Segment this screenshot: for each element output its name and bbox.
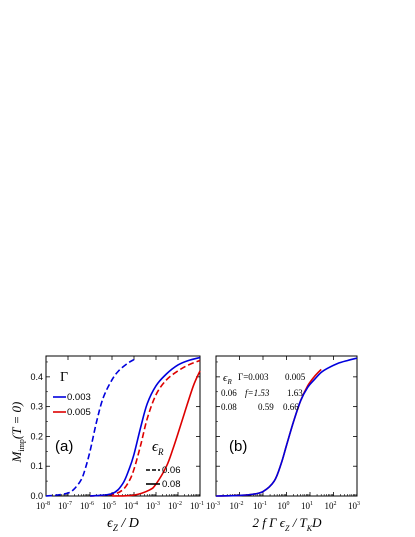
panel-b-label: (b) (229, 438, 247, 455)
x-tick-base: 10 (190, 501, 200, 511)
x-tick-exponent: -3 (215, 501, 220, 507)
x-tick-label: 10-5 (102, 501, 116, 511)
x-tick-base: 10 (146, 501, 156, 511)
parameter-table: ϵR Γ=0.003 0.005 0.06 f=1.53 1.63 0.08 0… (221, 372, 306, 412)
x-tick-base: 10 (168, 501, 178, 511)
xb-label-sub2: K (306, 524, 313, 533)
y-tick-label: 0.0 (30, 491, 43, 501)
x-tick-label: 10-3 (146, 501, 160, 511)
panel-a: 10-8 10-7 10-6 10-5 10-4 10-3 10-2 10-1 0.00.10… (9, 355, 204, 533)
series-curve (45, 358, 135, 497)
table-header-gamma2: 0.005 (285, 372, 306, 382)
x-tick-exponent: -2 (239, 501, 244, 507)
table-row1-f: f=1.53 (245, 388, 270, 398)
x-tick-label: 101 (301, 501, 313, 511)
x-tick-label: 10-3 (206, 501, 220, 511)
x-tick-base: 10 (102, 501, 112, 511)
x-tick-exponent: -1 (199, 501, 204, 507)
x-tick-base: 10 (80, 501, 90, 511)
series-curve (89, 356, 201, 497)
x-tick-exponent: -1 (262, 501, 267, 507)
x-tick-base: 10 (206, 501, 216, 511)
x-tick-label: 10-8 (36, 501, 50, 511)
x-tick-label: 10-4 (124, 501, 138, 511)
x-tick-label: 102 (325, 501, 337, 511)
table-row1-v2: 1.63 (287, 388, 303, 398)
y-label-tail: (T = 0) (9, 402, 24, 439)
x-tick-base: 10 (325, 501, 335, 511)
x-tick-label: 103 (348, 501, 360, 511)
x-tick-exponent: -5 (111, 501, 116, 507)
panel-b-x-tick-labels: 10-3 10-2 10-1 100 101 102 103 (206, 501, 360, 511)
x-tick-label: 10-7 (58, 501, 72, 511)
legend-gamma-label-1: 0.003 (67, 392, 91, 403)
x-tick-exponent: -6 (89, 501, 94, 507)
series-curve (111, 370, 201, 497)
xb-label-pre: 2 f Γ ϵ (252, 515, 285, 530)
legend-eps-label-dashed: 0.06 (162, 465, 181, 476)
panel-a-y-axis-label: Mimp(T = 0) (9, 402, 26, 464)
legend-eps-symbol: ϵ (152, 439, 159, 455)
panel-a-label: (a) (55, 438, 73, 455)
series-curve (215, 357, 358, 497)
xb-label-sub1: Z (285, 524, 290, 533)
panel-a-y-tick-labels: 0.0 0.1 0.2 0.3 0.4 (30, 372, 43, 501)
x-tick-exponent: 1 (310, 501, 313, 507)
x-tick-exponent: -4 (133, 501, 138, 507)
y-tick-label: 0.1 (30, 461, 43, 471)
y-tick-label: 0.3 (30, 402, 43, 412)
x-tick-label: 10-2 (168, 501, 182, 511)
x-tick-base: 10 (36, 501, 46, 511)
x-tick-exponent: 2 (334, 501, 337, 507)
x-tick-base: 10 (124, 501, 134, 511)
x-tick-base: 10 (348, 501, 358, 511)
panel-b-x-axis-label: 2 f Γ ϵZ / TKD (252, 515, 322, 533)
series-curve (89, 359, 201, 497)
x-tick-label: 10-1 (253, 501, 267, 511)
y-tick-label: 0.4 (30, 372, 43, 382)
x-label-tail: / D (118, 516, 139, 531)
x-tick-label: 10-1 (190, 501, 204, 511)
legend-gamma-title: Γ (60, 370, 68, 385)
x-tick-base: 10 (253, 501, 263, 511)
x-tick-label: 100 (278, 501, 290, 511)
panel-b-curves (215, 357, 358, 497)
table-row2-v2: 0.66 (283, 402, 299, 412)
panel-a-x-tick-labels: 10-8 10-7 10-6 10-5 10-4 10-3 10-2 10-1 (36, 501, 204, 511)
panel-a-x-axis-label: ϵZ / D (107, 516, 139, 533)
xb-label-tail: D (311, 515, 322, 530)
x-tick-base: 10 (58, 501, 68, 511)
table-header-gamma1: Γ=0.003 (238, 372, 269, 382)
x-tick-base: 10 (278, 501, 288, 511)
x-tick-exponent: 3 (357, 501, 360, 507)
table-row2-eps: 0.08 (221, 402, 237, 412)
table-eps-header: ϵR (223, 372, 232, 386)
y-label-sub: imp (17, 439, 26, 451)
x-tick-label: 10-6 (80, 501, 94, 511)
y-label-main: M (9, 450, 24, 463)
x-tick-base: 10 (230, 501, 240, 511)
x-label-main: ϵ (107, 516, 114, 531)
x-tick-exponent: -7 (67, 501, 72, 507)
legend-eps-title: ϵR (152, 439, 164, 457)
legend-eps-label-solid: 0.08 (162, 479, 181, 490)
table-eps-subscript: R (226, 378, 232, 386)
x-tick-exponent: -2 (177, 501, 182, 507)
panel-b: 10-3 10-2 10-1 100 101 102 103 ϵR Γ=0.003 0.00… (206, 355, 360, 533)
table-row2-v1: 0.59 (258, 402, 274, 412)
x-label-sub: Z (113, 523, 119, 533)
x-tick-label: 10-2 (230, 501, 244, 511)
y-tick-label: 0.2 (30, 431, 43, 441)
x-tick-base: 10 (301, 501, 311, 511)
xb-label-mid: / T (289, 515, 307, 530)
legend-eps-subscript: R (157, 447, 164, 457)
table-row1-eps: 0.06 (221, 388, 237, 398)
x-tick-exponent: 0 (287, 501, 290, 507)
panel-a-curves (45, 356, 201, 497)
table-eps-symbol: ϵ (223, 372, 228, 384)
x-tick-exponent: -3 (155, 501, 160, 507)
legend-gamma-label-2: 0.005 (67, 407, 91, 418)
x-tick-exponent: -8 (45, 501, 50, 507)
